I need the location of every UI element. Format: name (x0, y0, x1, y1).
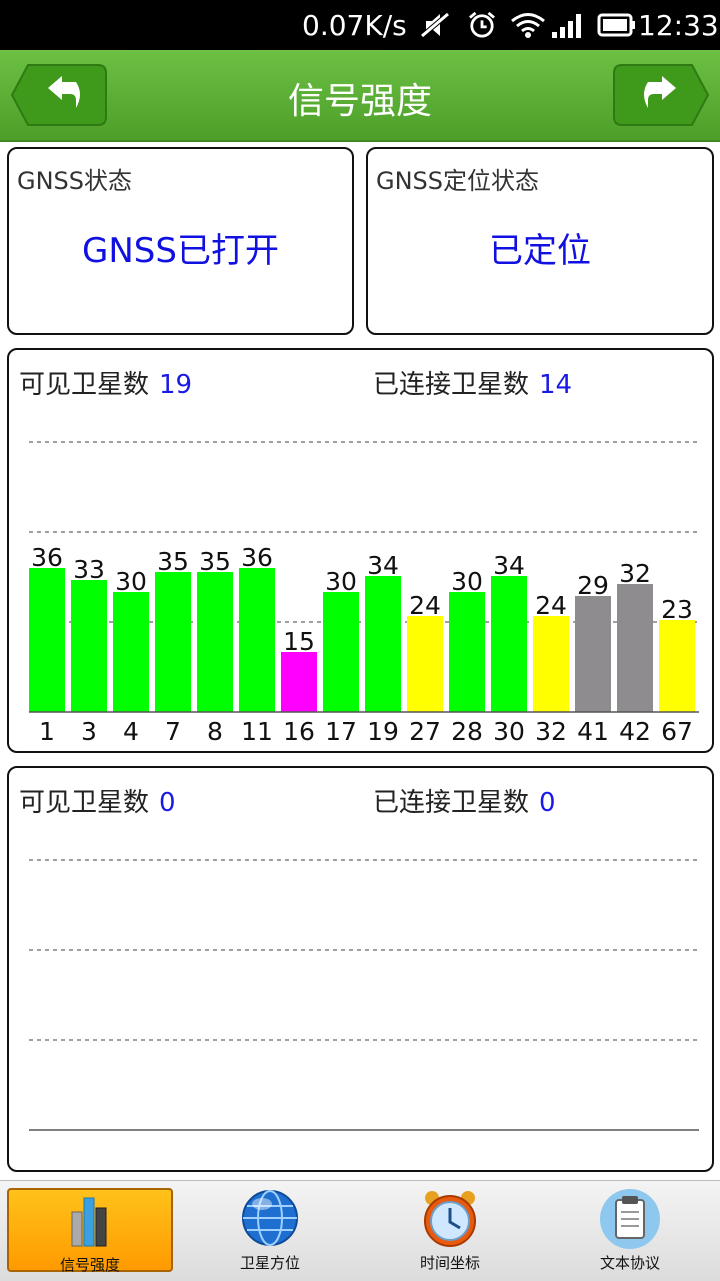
fix-status-panel: GNSS定位状态 已定位 (366, 147, 714, 335)
satellite-id-label: 16 (283, 717, 315, 746)
bar-value-label: 30 (325, 567, 357, 596)
connected-label: 已连接卫星数 (373, 788, 530, 818)
bar-chart-icon (71, 1197, 107, 1247)
signal-bar-chart-empty (29, 859, 699, 1131)
bar-value-label: 34 (367, 551, 399, 580)
tab-signal-strength[interactable]: 信号强度 (7, 1188, 173, 1274)
signal-bar (575, 596, 611, 712)
satellite-id-label: 1 (39, 717, 55, 746)
wifi-icon (511, 13, 545, 38)
bar-value-label: 33 (73, 555, 105, 584)
visible-label: 可见卫星数 (19, 788, 150, 818)
bar-value-label: 35 (157, 547, 189, 576)
satellite-id-label: 41 (577, 717, 609, 746)
visible-satellites: 可见卫星数 19 (19, 364, 192, 401)
satellite-id-label: 67 (661, 717, 693, 746)
signal-bar (197, 572, 233, 712)
globe-icon (242, 1190, 298, 1246)
signal-bar (155, 572, 191, 712)
bar-value-label: 32 (619, 559, 651, 588)
signal-bar-chart: 3613333043573583611151630173419242730283… (29, 441, 699, 746)
visible-count: 19 (159, 370, 193, 400)
satellite-id-label: 27 (409, 717, 441, 746)
tab-satellite-bearing[interactable]: 卫星方位 (187, 1188, 353, 1272)
bar-value-label: 30 (115, 567, 147, 596)
signal-bar (407, 616, 443, 712)
bar-value-label: 24 (409, 591, 441, 620)
fix-status-value: 已定位 (489, 231, 591, 271)
bar-value-label: 30 (451, 567, 483, 596)
page-title: 信号强度 (287, 81, 432, 122)
satellite-id-label: 7 (165, 717, 181, 746)
network-speed: 0.07K/s (302, 9, 407, 42)
satellite-id-label: 17 (325, 717, 357, 746)
signal-bar (323, 592, 359, 712)
satellite-id-label: 8 (207, 717, 223, 746)
satellite-signal-panel-1: 可见卫星数 19 已连接卫星数 14 36 1 33 3 30 4 35 7 35 8 36 11 15 16… (7, 348, 714, 753)
satellite-signal-panel-2: 可见卫星数 0 已连接卫星数 0 (7, 766, 714, 1172)
visible-count: 0 (159, 788, 176, 818)
tab-label: 时间坐标 (419, 1254, 480, 1272)
battery-icon (597, 13, 635, 37)
back-arrow-icon (10, 64, 107, 126)
bar-value-label: 36 (31, 543, 63, 572)
satellite-id-label: 42 (619, 717, 651, 746)
tab-label: 文本协议 (599, 1254, 660, 1272)
clock: 12:33 (638, 9, 719, 42)
alarm-icon (469, 12, 495, 38)
signal-bar (113, 592, 149, 712)
connected-satellites: 已连接卫星数 0 (373, 782, 556, 819)
status-bar: 0.07K/s 12:33 (0, 0, 720, 50)
visible-satellites: 可见卫星数 0 (19, 782, 176, 819)
signal-bar (533, 616, 569, 712)
satellite-id-label: 30 (493, 717, 525, 746)
bar-value-label: 29 (577, 571, 609, 600)
tab-label: 信号强度 (59, 1256, 120, 1274)
signal-bar (449, 592, 485, 712)
forward-button[interactable] (612, 64, 710, 126)
tab-text-protocol[interactable]: 文本协议 (547, 1188, 713, 1272)
satellite-id-label: 3 (81, 717, 97, 746)
signal-bar (239, 568, 275, 712)
satellite-id-label: 11 (241, 717, 273, 746)
signal-bar (281, 652, 317, 712)
bottom-tab-bar: 信号强度 卫星方位 时间坐标 文本协议 (0, 1180, 720, 1281)
bar-value-label: 36 (241, 543, 273, 572)
connected-count: 14 (539, 370, 573, 400)
bar-value-label: 24 (535, 591, 567, 620)
forward-arrow-icon (613, 64, 710, 126)
signal-bar (491, 576, 527, 712)
signal-bar (617, 584, 653, 712)
gnss-status-label: GNSS状态 (17, 167, 133, 195)
signal-bar (365, 576, 401, 712)
clipboard-icon (600, 1189, 660, 1249)
alarm-clock-icon (424, 1191, 476, 1247)
bar-value-label: 15 (283, 627, 315, 656)
connected-count: 0 (539, 788, 556, 818)
satellite-id-label: 4 (123, 717, 139, 746)
bar-value-label: 35 (199, 547, 231, 576)
fix-status-label: GNSS定位状态 (376, 167, 540, 195)
signal-bar (29, 568, 65, 712)
bar-value-label: 23 (661, 595, 693, 624)
satellite-id-label: 28 (451, 717, 483, 746)
back-button[interactable] (10, 64, 108, 126)
mute-icon (420, 12, 450, 38)
signal-bar (71, 580, 107, 712)
tab-time-coordinates[interactable]: 时间坐标 (367, 1188, 533, 1272)
tab-label: 卫星方位 (239, 1254, 300, 1272)
satellite-id-label: 32 (535, 717, 567, 746)
gnss-status-panel: GNSS状态 GNSS已打开 (7, 147, 354, 335)
title-bar: 信号强度 (0, 50, 720, 142)
signal-icon (552, 14, 581, 38)
satellite-id-label: 19 (367, 717, 399, 746)
connected-label: 已连接卫星数 (373, 370, 530, 400)
visible-label: 可见卫星数 (19, 370, 150, 400)
signal-bar (659, 620, 695, 712)
gnss-status-value: GNSS已打开 (82, 231, 279, 271)
connected-satellites: 已连接卫星数 14 (373, 364, 572, 401)
bar-value-label: 34 (493, 551, 525, 580)
